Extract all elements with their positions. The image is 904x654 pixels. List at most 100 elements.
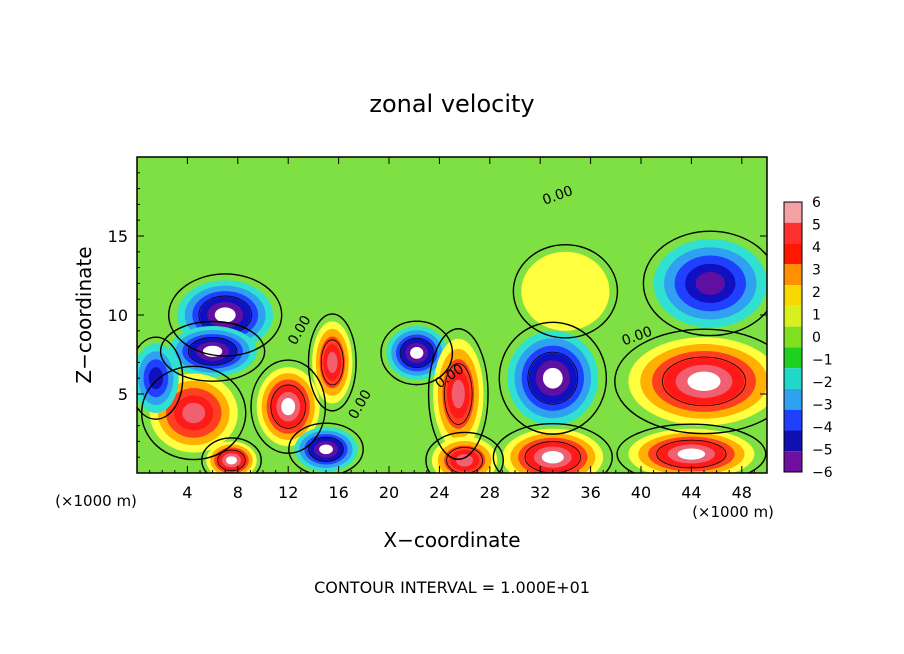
x-tick-label: 20 <box>379 483 399 502</box>
x-tick-label: 36 <box>580 483 600 502</box>
zero-contour-line <box>307 313 357 412</box>
colorbar-label: −1 <box>812 353 833 369</box>
blob-contour <box>662 356 746 407</box>
colorbar-label: 2 <box>812 285 821 301</box>
blob-contour <box>399 337 434 369</box>
blob-ring <box>214 307 236 323</box>
blob-contour <box>320 339 344 386</box>
zero-contour-line <box>498 321 608 435</box>
zero-contour-line <box>616 423 767 473</box>
blob-contour <box>270 384 306 429</box>
colorbar-segment <box>784 347 802 369</box>
colorbar-segment <box>784 368 802 389</box>
blob-contour <box>187 337 238 366</box>
colorbar-segment <box>784 264 802 286</box>
velocity-blob <box>628 428 755 473</box>
velocity-blob <box>433 338 484 450</box>
x-tick-label: 44 <box>681 483 701 502</box>
colorbar-segment <box>784 451 802 472</box>
blob-contour <box>308 436 344 462</box>
blob-ring <box>541 450 564 464</box>
colorbar-label: −4 <box>812 420 833 436</box>
x-axis-label: X−coordinate <box>383 528 520 552</box>
velocity-blob <box>521 251 610 331</box>
blob-ring <box>225 456 238 465</box>
zero-contour-line <box>159 320 266 382</box>
velocity-blob <box>628 337 767 426</box>
blob-contour <box>444 363 473 425</box>
blob-contour <box>446 446 484 473</box>
y-tick-label: 10 <box>108 306 128 325</box>
colorbar-label: −5 <box>812 443 833 459</box>
colorbar-segment <box>784 243 802 265</box>
x-tick-label: 4 <box>182 483 192 502</box>
x-tick-label: 12 <box>278 483 298 502</box>
velocity-blob <box>653 239 767 328</box>
y-tick-label: 15 <box>108 227 128 246</box>
colorbar-segment <box>784 409 802 431</box>
y-axis-ticks: 5 10 15 <box>108 172 767 458</box>
zero-contour-line <box>492 422 613 473</box>
y-axis-label: Z−coordinate <box>72 246 96 383</box>
colorbar-segment <box>784 326 802 348</box>
colorbar-segment <box>784 222 802 244</box>
blob-ring <box>451 379 465 409</box>
zero-contour-line <box>425 431 504 473</box>
colorbar-label: 4 <box>812 240 821 256</box>
colorbar-frame <box>783 201 803 473</box>
blob-ring <box>695 271 725 295</box>
velocity-blob <box>137 343 179 413</box>
blob-ring <box>521 251 610 331</box>
velocity-blob <box>502 428 604 473</box>
zero-contour-line <box>137 336 184 420</box>
colorbar-label: 1 <box>812 308 821 324</box>
blob-ring <box>410 347 424 359</box>
blob-ring <box>327 351 338 374</box>
zero-contour-line <box>380 320 454 386</box>
velocity-blob <box>206 441 257 473</box>
blob-contour <box>217 449 246 472</box>
zero-contour-line <box>201 437 262 473</box>
blob-ring <box>319 444 333 455</box>
zero-contour-line <box>642 230 767 337</box>
x-unit-right: (×1000 m) <box>692 503 774 521</box>
x-tick-label: 40 <box>631 483 651 502</box>
x-unit-left: (×1000 m) <box>55 492 137 510</box>
velocity-blob <box>256 367 320 447</box>
colorbar-segment <box>784 285 802 306</box>
blob-ring <box>182 402 206 424</box>
x-tick-label: 48 <box>732 483 752 502</box>
blob-contour <box>527 351 579 405</box>
colorbar-label: −3 <box>812 398 833 414</box>
zero-contour-line <box>614 328 767 435</box>
blob-ring <box>687 371 721 392</box>
zero-contour-line <box>168 273 283 357</box>
colorbar-segment <box>784 388 802 410</box>
velocity-blob <box>431 436 498 473</box>
x-tick-label: 16 <box>328 483 348 502</box>
zero-contours: 0.000.000.000.000.00 <box>137 183 767 473</box>
zero-contour-line <box>427 328 489 460</box>
velocity-blob <box>386 326 447 380</box>
x-tick-label: 8 <box>233 483 243 502</box>
blob-ring <box>281 397 296 416</box>
zero-contour-line <box>512 243 619 339</box>
x-axis-ticks: 4 8 12 16 20 24 28 32 36 40 44 48 <box>149 157 755 502</box>
zero-contour-line <box>288 422 364 473</box>
colorbar-segment <box>784 305 802 327</box>
blob-ring <box>542 367 563 389</box>
x-tick-label: 28 <box>480 483 500 502</box>
velocity-field <box>137 157 767 473</box>
chart-title: zonal velocity <box>369 90 534 118</box>
velocity-blob <box>507 330 599 426</box>
y-tick-label: 5 <box>118 385 128 404</box>
contour-interval-footer: CONTOUR INTERVAL = 1.000E+01 <box>314 578 590 597</box>
colorbar-label: −6 <box>812 465 833 481</box>
colorbar: 6 5 4 3 2 1 0 −1 −2 −3 −4 −5 −6 <box>783 195 833 481</box>
colorbar-label: 0 <box>812 330 821 346</box>
colorbar-segment <box>784 430 802 452</box>
velocity-blob <box>168 326 257 377</box>
velocity-blob <box>294 427 358 472</box>
x-tick-label: 32 <box>530 483 550 502</box>
